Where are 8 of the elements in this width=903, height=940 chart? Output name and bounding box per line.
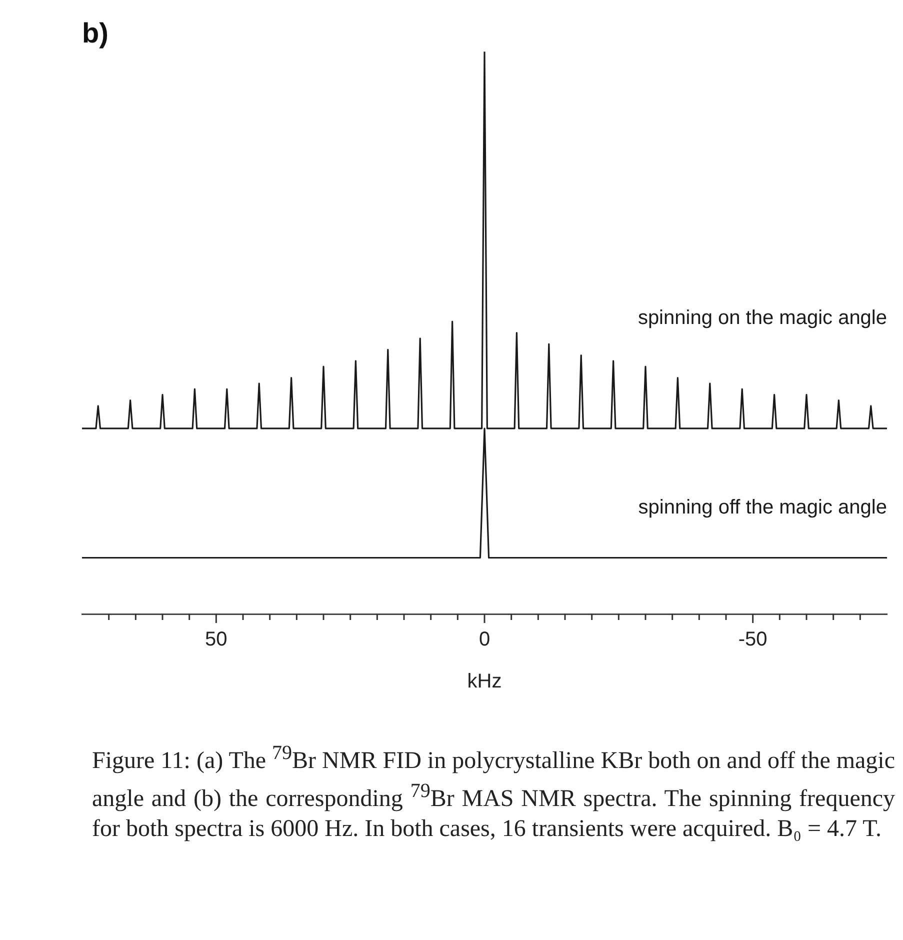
series-label: spinning off the magic angle	[638, 496, 887, 518]
x-axis-title: kHz	[467, 670, 502, 693]
x-tick-label: 50	[205, 628, 228, 651]
series-label: spinning on the magic angle	[638, 306, 887, 329]
chart-title: b)	[82, 18, 108, 49]
caption: Figure 11: (a) The $^{79}$Br NMR FID in polycrystalline KBr both on and off the magic angle and (b) the corresponding $^{79}$Br MAS NMR spectra. The spinning frequency for both spectra is 6000 Hz. In both cases, 16 transients were acquired. B₀ = 4.7 T.	[92, 741, 895, 844]
x-tick-label: 0	[478, 628, 490, 651]
x-tick-label: -50	[738, 628, 768, 651]
